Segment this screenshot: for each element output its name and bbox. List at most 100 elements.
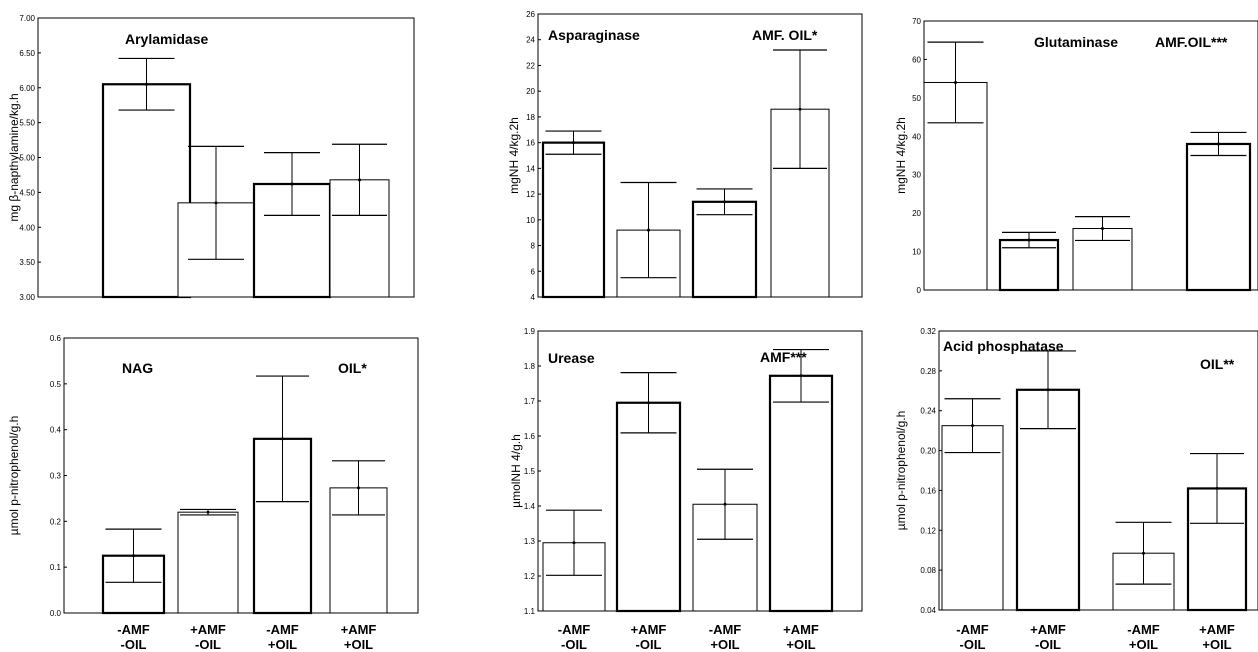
y-tick-label: 50: [912, 94, 921, 103]
y-tick-label: 0.5: [50, 380, 62, 389]
mean-point: [290, 182, 294, 186]
mean-point: [358, 178, 361, 182]
y-tick-label: 1.8: [524, 362, 536, 371]
y-tick-label: 70: [912, 17, 921, 26]
x-category-label: +AMF: [783, 622, 819, 637]
y-tick-label: 6.50: [19, 49, 35, 58]
mean-point: [132, 554, 135, 558]
y-tick-label: 0.04: [920, 606, 936, 615]
y-tick-label: 3.00: [19, 293, 35, 302]
y-tick-label: 3.50: [19, 258, 35, 267]
mean-point: [281, 437, 284, 441]
significance-annotation: AMF. OIL*: [752, 27, 818, 43]
y-tick-label: 1.2: [524, 572, 536, 581]
y-tick-label: 0.24: [920, 407, 936, 416]
y-tick-label: 6.00: [19, 84, 35, 93]
y-axis-label: mg β-napthylamine/kg.h: [7, 93, 21, 221]
y-axis-label: mgNH 4/kg.2h: [507, 117, 521, 194]
x-category-label: -OIL: [960, 637, 986, 652]
chart-title: Arylamidase: [125, 31, 208, 47]
y-tick-label: 1.1: [524, 607, 536, 616]
x-category-label: +OIL: [1129, 637, 1158, 652]
significance-annotation: OIL**: [1200, 356, 1235, 372]
x-category-label: -AMF: [956, 622, 989, 637]
x-category-label: -AMF: [1127, 622, 1160, 637]
y-tick-label: 7.00: [19, 14, 35, 23]
y-tick-label: 0.4: [50, 426, 62, 435]
y-tick-label: 0.28: [920, 367, 936, 376]
mean-point: [971, 424, 974, 428]
mean-point: [214, 201, 218, 205]
bar: [998, 238, 1060, 292]
chart-title: Asparaginase: [548, 27, 640, 43]
y-tick-label: 5.50: [19, 119, 35, 128]
x-category-label: +OIL: [710, 637, 739, 652]
x-category-label: +AMF: [1199, 622, 1235, 637]
x-category-label: +OIL: [268, 637, 297, 652]
chart-panel-6: 0.04 0.08 0.12 0.16 0.20 0.24 0.28 0.32 µmol p-n…: [894, 327, 1258, 652]
bar: [541, 141, 606, 299]
chart-panel-2: 4 6 8 10 12 14 16 18 20 22 24 26 mgNH 4/kg.2h Asparag…: [507, 10, 863, 302]
y-tick-label: 40: [912, 132, 921, 141]
y-tick-label: 1.6: [524, 432, 536, 441]
y-axis-label: µmolNH 4/g.h: [509, 434, 523, 508]
mean-point: [1046, 388, 1050, 392]
x-category-label: +AMF: [631, 622, 667, 637]
mean-point: [1215, 486, 1219, 490]
chart-panel-1: 3.00 3.50 4.00 4.50 5.00 5.50 6.00 6.50 7.00 mg β…: [7, 14, 415, 302]
chart-panel-3: 0 10 20 30 40 50 60 70 mgNH 4/kg.2h Glutaminase AM…: [894, 17, 1258, 295]
bar: [1185, 142, 1252, 292]
significance-annotation: AMF.OIL***: [1155, 34, 1228, 50]
y-tick-label: 1.9: [524, 327, 536, 336]
x-category-label: -OIL: [1035, 637, 1061, 652]
mean-point: [723, 502, 727, 506]
y-tick-label: 0.32: [920, 327, 936, 336]
mean-point: [1217, 142, 1220, 146]
bar: [101, 83, 192, 299]
chart-title: NAG: [122, 360, 153, 376]
mean-point: [1027, 238, 1031, 242]
significance-annotation: OIL*: [338, 360, 367, 376]
bar: [177, 511, 239, 614]
y-tick-label: 60: [912, 55, 921, 64]
mean-point: [1101, 227, 1104, 231]
y-tick-label: 6: [531, 267, 536, 276]
y-tick-label: 24: [526, 36, 535, 45]
y-tick-label: 22: [526, 61, 535, 70]
x-category-label: +AMF: [1030, 622, 1066, 637]
x-category-label: -AMF: [709, 622, 742, 637]
x-category-label: +OIL: [786, 637, 815, 652]
y-tick-label: 1.5: [524, 467, 536, 476]
y-axis-label: µmol p-nitrophenol/g.h: [7, 416, 21, 536]
y-tick-label: 10: [526, 216, 535, 225]
y-tick-label: 0: [917, 286, 922, 295]
y-tick-label: 0.12: [920, 526, 936, 535]
mean-point: [647, 228, 650, 232]
y-tick-label: 0.2: [50, 517, 62, 526]
x-category-label: -AMF: [117, 622, 150, 637]
y-tick-label: 4.00: [19, 223, 35, 232]
mean-point: [145, 82, 148, 86]
significance-annotation: AMF***: [760, 349, 807, 365]
mean-point: [954, 80, 957, 84]
bar: [768, 374, 834, 613]
x-category-label: +AMF: [341, 622, 377, 637]
plot-frame: [938, 330, 1258, 611]
x-category-label: -OIL: [121, 637, 147, 652]
y-tick-label: 14: [526, 164, 535, 173]
y-tick-label: 5.00: [19, 154, 35, 163]
chart-panel-5: 1.1 1.2 1.3 1.4 1.5 1.6 1.7 1.8 1.9 µmolNH 4/g.h -…: [509, 327, 863, 652]
y-tick-label: 0.20: [920, 447, 936, 456]
mean-point: [206, 510, 210, 514]
y-tick-label: 0.1: [50, 563, 62, 572]
bar: [941, 425, 1004, 611]
bar: [691, 200, 758, 299]
y-tick-label: 26: [526, 10, 535, 19]
x-category-label: +OIL: [1202, 637, 1231, 652]
chart-title: Urease: [548, 350, 595, 366]
y-tick-label: 30: [912, 171, 921, 180]
y-tick-label: 0.0: [50, 609, 62, 618]
y-tick-label: 4.50: [19, 188, 35, 197]
y-tick-label: 18: [526, 113, 535, 122]
x-category-label: -OIL: [561, 637, 587, 652]
